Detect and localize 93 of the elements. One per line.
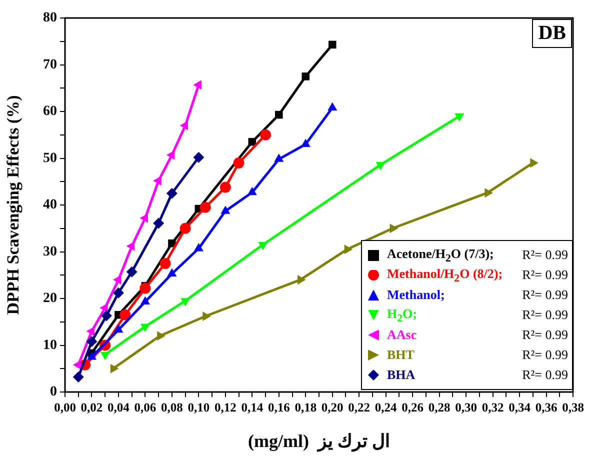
x-tick-label: 0,36 [535,400,558,415]
legend-label: BHT [387,347,416,363]
x-tick-label: 0,08 [161,400,183,415]
annotation: R²= 0.99 [522,267,568,283]
x-tick-label: 0,24 [374,400,398,415]
x-tick-label: 0,02 [80,400,103,415]
y-tick-label: 80 [43,10,57,26]
x-tick-label: 0,12 [214,400,236,415]
point [274,154,284,162]
point [193,152,204,163]
legend-label: Methanol; [387,287,446,303]
x-tick-label: 0,16 [268,400,290,415]
y-tick-label: 0 [50,384,57,400]
legend-label: Methanol/H$_{2}$O (8/2); [387,266,504,284]
y-tick-label: 40 [43,198,57,213]
point [140,282,151,294]
point [112,275,122,285]
point [233,157,244,168]
x-tick-label: 0,14 [241,400,264,415]
x-tick-label: 0,30 [455,400,477,415]
point [72,360,82,370]
point [194,242,204,252]
point [126,241,135,251]
x-tick-label: 0,22 [348,400,370,415]
point [247,186,257,196]
annotation: R²= 0.99 [522,287,568,303]
point [202,312,211,322]
point [220,182,231,193]
point [100,303,108,313]
point [140,296,150,305]
y-tick-label: 10 [43,338,57,353]
point [193,80,202,90]
point [86,326,94,336]
point [153,218,164,229]
point [390,224,398,234]
x-tick-label: 0,18 [294,400,317,415]
x-tick-label: 0,26 [402,400,424,415]
point [167,268,177,276]
point [126,266,138,278]
point [120,309,131,320]
point [86,336,98,348]
point [160,258,171,269]
legend-label: Acetone/H$_{2}$O (7/3); [387,246,495,264]
x-tick-label: 0,38 [562,400,584,415]
x-tick-label: 0,32 [482,400,504,415]
annotation: R²= 0.99 [522,327,568,343]
point [260,129,272,140]
annotation: R²= 0.99 [522,347,568,363]
point [166,188,178,199]
annotation: R²= 0.99 [522,247,568,263]
annotation: R²= 0.99 [522,367,568,383]
x-tick-label: 0,06 [134,400,156,415]
y-tick-label: 30 [43,244,57,260]
point [275,110,283,119]
y-tick-label: 70 [43,57,57,72]
point [112,287,124,298]
x-tick-label: 0,34 [508,400,532,415]
point [328,40,336,49]
point [180,222,191,234]
x-axis-title: (mg/ml) ال ترك يز [248,430,390,452]
x-tick-label: 0,28 [428,400,450,415]
point [328,102,338,111]
point [344,244,353,254]
point [114,324,124,333]
y-tick-label: 20 [43,291,57,306]
y-axis-title: DPPH Scavenging Effects (%) [4,95,23,315]
legend-label: BHA [387,367,416,383]
point [100,310,112,322]
point [248,138,256,146]
point [200,202,211,213]
y-tick-label: 50 [43,150,57,166]
legend-label: AAsc [387,327,418,343]
point [484,188,493,198]
point [140,213,148,223]
point [258,242,268,250]
y-tick-label: 60 [43,104,57,120]
point [298,275,306,285]
point [86,351,96,360]
point [300,138,310,147]
x-tick-label: 0,00 [54,400,76,415]
point [166,150,175,160]
x-tick-label: 0,20 [321,400,344,415]
point [180,120,188,130]
point [302,72,310,80]
annotation: DB [532,19,572,48]
x-tick-label: 0,04 [108,400,130,415]
legend-label: H$_{2}$O; [387,306,418,324]
point [220,206,230,214]
point [530,158,538,168]
point [72,372,84,383]
x-tick-label: 0,10 [188,400,210,415]
annotation: R²= 0.99 [522,307,568,323]
point [153,176,162,186]
